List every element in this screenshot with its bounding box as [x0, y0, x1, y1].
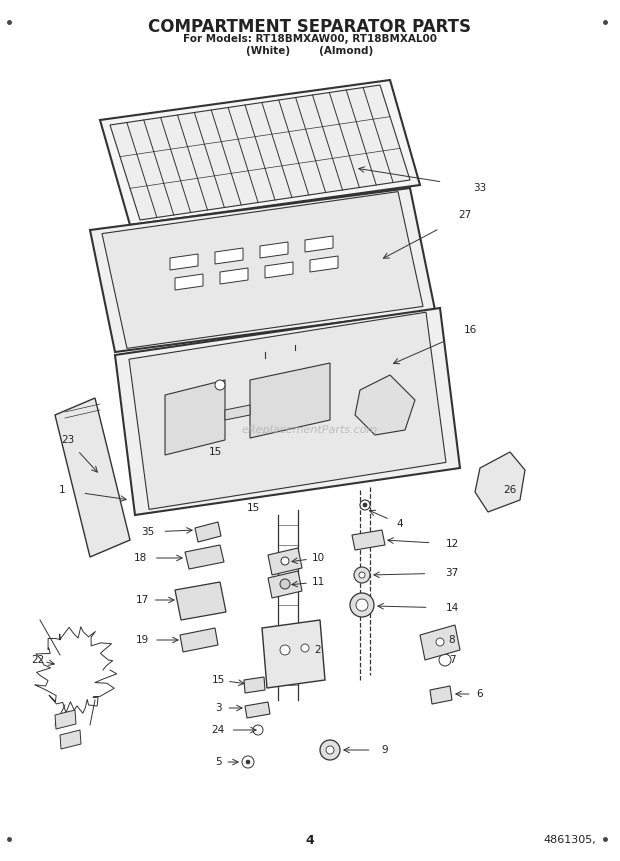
Text: 4: 4 [397, 519, 404, 529]
Text: 17: 17 [135, 595, 149, 605]
Circle shape [301, 644, 309, 652]
Circle shape [350, 593, 374, 617]
Text: (White)        (Almond): (White) (Almond) [246, 46, 374, 56]
Polygon shape [260, 242, 288, 258]
Polygon shape [265, 262, 293, 278]
Polygon shape [175, 274, 203, 290]
Polygon shape [180, 628, 218, 652]
Text: 26: 26 [503, 485, 516, 495]
Circle shape [363, 503, 367, 507]
Polygon shape [268, 548, 302, 575]
Polygon shape [55, 710, 76, 729]
Text: 12: 12 [445, 539, 459, 549]
Circle shape [281, 557, 289, 565]
Polygon shape [352, 530, 385, 550]
Polygon shape [430, 686, 452, 704]
Circle shape [360, 500, 370, 510]
Text: 4861305,: 4861305, [544, 835, 596, 845]
Polygon shape [110, 85, 410, 220]
Circle shape [359, 572, 365, 578]
Text: 4: 4 [306, 833, 314, 846]
Polygon shape [185, 545, 224, 569]
Polygon shape [90, 188, 435, 352]
Text: 9: 9 [382, 745, 388, 755]
Polygon shape [55, 398, 130, 557]
Polygon shape [268, 571, 302, 598]
Text: 33: 33 [474, 183, 487, 193]
Circle shape [280, 645, 290, 655]
Polygon shape [175, 582, 226, 620]
Text: 3: 3 [215, 703, 221, 713]
Text: 15: 15 [208, 447, 221, 457]
Polygon shape [165, 380, 225, 455]
Circle shape [439, 654, 451, 666]
Circle shape [436, 638, 444, 646]
Polygon shape [100, 80, 420, 225]
Circle shape [280, 579, 290, 589]
Text: 15: 15 [246, 503, 260, 513]
Polygon shape [195, 522, 221, 542]
Text: 16: 16 [463, 325, 477, 335]
Text: 1: 1 [59, 485, 65, 495]
Text: 14: 14 [445, 603, 459, 613]
Text: 6: 6 [477, 689, 484, 699]
Text: 8: 8 [449, 635, 455, 645]
Polygon shape [420, 625, 460, 660]
Text: 37: 37 [445, 568, 459, 578]
Polygon shape [310, 256, 338, 272]
Text: 24: 24 [211, 725, 224, 735]
Polygon shape [129, 313, 446, 510]
Text: 22: 22 [32, 655, 45, 665]
Polygon shape [170, 254, 198, 270]
Circle shape [354, 567, 370, 583]
Circle shape [242, 756, 254, 768]
Text: 10: 10 [311, 553, 324, 563]
Polygon shape [220, 268, 248, 284]
Polygon shape [244, 677, 265, 693]
Polygon shape [250, 363, 330, 438]
Circle shape [246, 760, 250, 764]
Polygon shape [262, 620, 325, 688]
Text: For Models: RT18BMXAW00, RT18BMXAL00: For Models: RT18BMXAW00, RT18BMXAL00 [183, 34, 437, 44]
Text: 15: 15 [211, 675, 224, 685]
Circle shape [215, 380, 225, 390]
Polygon shape [225, 405, 250, 420]
Text: 19: 19 [135, 635, 149, 645]
Text: 35: 35 [141, 527, 154, 537]
Text: 7: 7 [449, 655, 455, 665]
Circle shape [253, 725, 263, 735]
Text: eReplacementParts.com: eReplacementParts.com [242, 425, 378, 435]
Polygon shape [102, 192, 423, 349]
Text: 11: 11 [311, 577, 325, 587]
Polygon shape [475, 452, 525, 512]
Circle shape [356, 599, 368, 611]
Text: 2: 2 [315, 645, 321, 655]
Polygon shape [215, 248, 243, 264]
Circle shape [320, 740, 340, 760]
Polygon shape [245, 702, 270, 718]
Polygon shape [305, 236, 333, 252]
Text: COMPARTMENT SEPARATOR PARTS: COMPARTMENT SEPARATOR PARTS [149, 18, 471, 36]
Polygon shape [115, 308, 460, 515]
Text: 23: 23 [61, 435, 74, 445]
Text: 5: 5 [215, 757, 221, 767]
Text: 27: 27 [458, 210, 472, 220]
Polygon shape [60, 730, 81, 749]
Circle shape [326, 746, 334, 754]
Text: 18: 18 [133, 553, 146, 563]
Polygon shape [355, 375, 415, 435]
